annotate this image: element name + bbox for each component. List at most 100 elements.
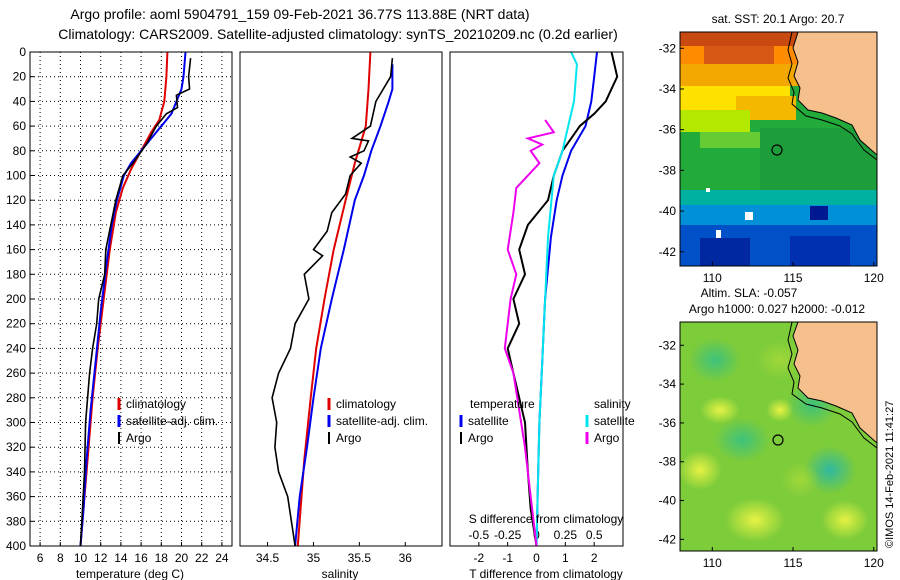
difference-axis-label: T difference from climatology	[469, 567, 623, 580]
x-tick-label: -1	[502, 551, 513, 565]
x-tick-label: 22	[195, 551, 209, 565]
depth-tick-label: 80	[13, 144, 27, 158]
sla-map-title: Altim. SLA: -0.057	[701, 286, 798, 300]
depth-tick-label: 100	[6, 169, 26, 183]
legend-title-salinity: salinity	[594, 397, 631, 411]
legend-label-t-argo: Argo	[468, 431, 494, 445]
depth-tick-label: 260	[6, 366, 26, 380]
map-y-tick-label: -36	[659, 123, 677, 137]
x-tick-label: 24	[215, 551, 229, 565]
sla-map-subtitle: Argo h1000: 0.027 h2000: -0.012	[689, 302, 865, 316]
x-tick-label: 16	[134, 551, 148, 565]
x-tick-label: 34.5	[256, 551, 280, 565]
legend-label-s-argo: Argo	[594, 431, 620, 445]
salinity-difference-axis-label: S difference from climatology	[469, 512, 624, 526]
x-tick-label: 36	[399, 551, 413, 565]
sst-map-frame	[679, 31, 878, 267]
map-x-tick-label: 110	[703, 556, 722, 570]
legend-label-t-satellite: satellite	[468, 414, 509, 428]
shelf-contour	[787, 32, 877, 161]
x-tick-label: 2	[591, 551, 598, 565]
sla-map: Altim. SLA: -0.057 Argo h1000: 0.027 h20…	[659, 286, 884, 570]
depth-tick-label: 360	[6, 490, 26, 504]
depth-tick-label: 40	[13, 94, 27, 108]
sla-field	[680, 322, 877, 551]
x-tick-label: 8	[57, 551, 64, 565]
salinity-axis-label: salinity	[322, 567, 359, 580]
depth-tick-label: 220	[6, 317, 26, 331]
s-diff-tick-label: 0.5	[586, 528, 603, 542]
depth-tick-label: 340	[6, 465, 26, 479]
map-x-tick-label: 110	[703, 271, 722, 285]
series-line-argo	[271, 58, 394, 546]
series-line-salinity-satellite	[535, 52, 578, 546]
map-x-tick-label: 115	[783, 556, 802, 570]
s-diff-tick-label: -0.25	[494, 528, 522, 542]
salinity-legend: climatology satellite-adj. clim. Argo	[327, 397, 428, 445]
series-line-argo	[79, 58, 192, 546]
legend-label-s-satellite: satellite	[594, 414, 635, 428]
series-line-climatology	[296, 52, 372, 546]
x-tick-label: 1	[562, 551, 569, 565]
map-x-tick-label: 115	[783, 271, 802, 285]
map-y-tick-label: -32	[659, 338, 677, 352]
sst-map-title: sat. SST: 20.1 Argo: 20.7	[712, 12, 845, 26]
x-tick-label: -2	[473, 551, 484, 565]
series-line-climatology	[79, 52, 169, 546]
series-line-satellite-adj-clim-	[294, 64, 394, 546]
sla-map-frame	[679, 321, 878, 552]
x-tick-label: 10	[74, 551, 88, 565]
map-x-tick-label: 120	[864, 556, 884, 570]
title-line-2: Climatology: CARS2009. Satellite-adjuste…	[58, 26, 618, 42]
x-tick-label: 20	[175, 551, 189, 565]
s-diff-tick-label: -0.5	[468, 528, 489, 542]
map-y-tick-label: -40	[659, 494, 677, 508]
map-y-tick-label: -38	[659, 163, 677, 177]
temperature-panel: 0 20 40 60 80 100 120 140 160 180 200 220 240 260 280 3…	[6, 45, 233, 580]
legend-label-satellite: satellite-adj. clim.	[336, 414, 428, 428]
map-y-tick-label: -38	[659, 455, 677, 469]
land-mass	[792, 32, 877, 156]
depth-tick-label: 280	[6, 391, 26, 405]
difference-legend: temperature satellite Argo salinity sate…	[459, 397, 635, 445]
map-y-tick-label: -42	[659, 532, 677, 546]
credit-stamp: ©IMOS 14-Feb-2021 11:41:27	[884, 401, 896, 548]
depth-tick-label: 20	[13, 70, 27, 84]
depth-tick-label: 60	[13, 119, 27, 133]
legend-label-argo: Argo	[126, 431, 152, 445]
title-line-1: Argo profile: aoml 5904791_159 09-Feb-20…	[70, 6, 529, 22]
depth-tick-label: 180	[6, 267, 26, 281]
x-tick-label: 18	[155, 551, 169, 565]
depth-tick-label: 240	[6, 341, 26, 355]
x-tick-label: 12	[94, 551, 108, 565]
depth-tick-label: 380	[6, 514, 26, 528]
temperature-legend: climatology satellite-adj. clim. Argo	[117, 397, 218, 445]
land-mass	[792, 322, 877, 444]
series-line-temperature-argo	[506, 52, 619, 546]
difference-panel: -2 -1 0 1 2-0.5 -0.25 0 0.25 0.5 temperature sat…	[449, 51, 635, 580]
legend-label-climatology: climatology	[336, 397, 396, 411]
depth-tick-label: 320	[6, 440, 26, 454]
salinity-plot-frame	[239, 51, 443, 547]
legend-label-argo: Argo	[336, 431, 362, 445]
legend-label-satellite: satellite-adj. clim.	[126, 414, 218, 428]
depth-tick-label: 0	[19, 45, 26, 59]
map-y-tick-label: -34	[659, 377, 677, 391]
temperature-axis-label: temperature (deg C)	[76, 567, 184, 580]
legend-label-climatology: climatology	[126, 397, 186, 411]
map-y-tick-label: -40	[659, 204, 677, 218]
depth-tick-label: 160	[6, 243, 26, 257]
depth-tick-label: 300	[6, 416, 26, 430]
difference-plot-frame	[449, 51, 624, 547]
map-y-tick-label: -32	[659, 41, 677, 55]
depth-tick-label: 400	[6, 539, 26, 553]
shelf-contour	[787, 322, 877, 449]
salinity-panel: 34.5 35 35.5 36 climatology satellite-adj. …	[239, 51, 443, 580]
legend-title-temperature: temperature	[470, 397, 535, 411]
map-y-tick-label: -36	[659, 416, 677, 430]
x-tick-label: 0	[533, 551, 540, 565]
sst-map: sat. SST: 20.1 Argo: 20.7	[659, 12, 884, 285]
sst-field	[680, 32, 877, 266]
x-tick-label: 14	[114, 551, 128, 565]
